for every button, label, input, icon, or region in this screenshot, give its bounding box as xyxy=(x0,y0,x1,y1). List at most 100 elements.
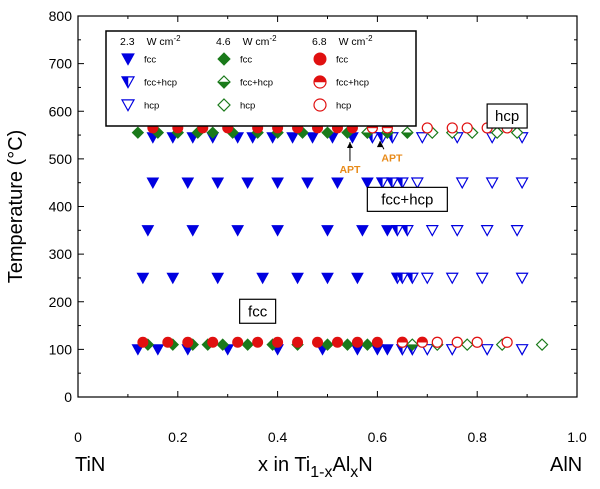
y-tick-label: 300 xyxy=(49,246,73,262)
data-point xyxy=(510,126,524,140)
data-point xyxy=(321,225,334,237)
legend-marker xyxy=(217,52,231,66)
legend-phase-label: fcc+hcp xyxy=(240,78,273,89)
data-point xyxy=(321,272,334,285)
y-tick-label: 100 xyxy=(49,341,73,357)
legend-unit-exp: -2 xyxy=(365,34,373,43)
data-point xyxy=(141,225,155,237)
x-tick-label: 1.0 xyxy=(567,429,587,445)
data-point xyxy=(535,338,549,351)
legend-unit: W cm xyxy=(147,36,174,48)
x-axis-title-part: x in Ti xyxy=(258,454,310,476)
data-point xyxy=(485,177,499,190)
data-point xyxy=(186,225,200,237)
data-point xyxy=(291,272,304,285)
data-point xyxy=(400,225,414,237)
data-point xyxy=(166,272,180,285)
data-point xyxy=(211,177,225,189)
y-tick-label: 800 xyxy=(49,8,73,24)
labels: hcp fcc+hcp fcc APT APT xyxy=(239,103,528,324)
data-point xyxy=(396,336,408,348)
region-label-box xyxy=(486,103,528,129)
data-point xyxy=(271,225,284,237)
region-label-3: fcc xyxy=(239,298,277,324)
data-point xyxy=(181,177,195,189)
region-label-box xyxy=(366,186,448,212)
data-point xyxy=(451,336,463,348)
legend-unit-exp: -2 xyxy=(269,34,277,43)
data-point xyxy=(371,336,383,348)
axes: 0 100 200 300 400 500 600 700 800 0 0.2 0.4 0.6 0.8 1.… xyxy=(5,8,587,481)
data-point xyxy=(480,225,494,237)
data-point xyxy=(510,225,524,237)
data-point xyxy=(162,336,174,348)
legend-phase-label: fcc xyxy=(144,55,156,66)
legend-phase-label: hcp xyxy=(144,101,159,112)
data-point xyxy=(405,338,419,351)
region-label-box xyxy=(239,298,277,324)
data-point xyxy=(420,272,434,285)
data-point xyxy=(252,336,264,348)
y-tick-label: 200 xyxy=(49,294,73,310)
apt-arrow-head xyxy=(346,142,353,149)
data-point xyxy=(301,177,314,189)
x-tick-label: 0.4 xyxy=(268,429,288,445)
data-marks xyxy=(131,122,549,356)
y-tick-label: 400 xyxy=(49,199,73,215)
legend-marker xyxy=(313,98,327,112)
data-point xyxy=(331,177,344,189)
data-point xyxy=(137,336,149,348)
legend-box xyxy=(105,30,417,127)
data-point xyxy=(182,336,194,348)
data-point xyxy=(241,338,254,351)
legend-unit: W cm xyxy=(339,36,366,48)
legend-marker xyxy=(217,98,231,112)
data-point xyxy=(136,272,150,285)
data-point xyxy=(321,338,334,351)
legend-phase-label: hcp xyxy=(336,101,351,112)
x-tick-label: 0.8 xyxy=(467,429,487,445)
data-point xyxy=(431,336,443,348)
data-point xyxy=(211,272,225,285)
data-point xyxy=(450,225,464,237)
data-point xyxy=(151,344,165,356)
data-point xyxy=(390,225,404,237)
data-point xyxy=(341,338,354,351)
data-point xyxy=(381,344,394,356)
legend-power: 4.6 xyxy=(216,36,231,48)
data-point xyxy=(286,132,299,144)
data-point xyxy=(385,177,399,190)
apt-annotation: APT xyxy=(376,140,403,164)
x-axis-title-part: N xyxy=(358,454,372,476)
y-axis-title: Temperature (°C) xyxy=(5,130,27,284)
legend-group-header: 6.8 W cm-2 xyxy=(312,34,373,48)
tin-label: TiN xyxy=(75,454,105,476)
data-point xyxy=(421,122,433,134)
apt-label: APT xyxy=(381,152,403,164)
region-label-text: fcc xyxy=(248,303,268,320)
legend-group-header: 4.6 W cm-2 xyxy=(216,34,277,48)
data-point xyxy=(515,272,529,285)
legend-marker xyxy=(121,53,135,66)
legend-group-header: 2.3 W cm-2 xyxy=(120,34,181,48)
data-point xyxy=(306,132,319,144)
x-axis-title-subscript: 1-x xyxy=(310,464,332,481)
data-point xyxy=(455,177,469,190)
legend-power: 6.8 xyxy=(312,36,327,48)
data-point xyxy=(216,338,229,351)
data-point xyxy=(400,126,414,140)
y-tick-label: 700 xyxy=(49,56,73,72)
y-tick-label: 500 xyxy=(49,151,73,167)
x-tick-label: 0 xyxy=(74,429,82,445)
y-tick-label: 0 xyxy=(64,389,72,405)
data-point xyxy=(292,336,304,348)
x-tick-label: 0.2 xyxy=(168,429,188,445)
data-point xyxy=(256,272,269,285)
legend-marker xyxy=(217,75,231,89)
legend-marker xyxy=(313,75,327,89)
region-label-text: hcp xyxy=(495,108,519,125)
data-point xyxy=(272,336,284,348)
data-point xyxy=(480,344,494,356)
data-point xyxy=(445,272,459,285)
